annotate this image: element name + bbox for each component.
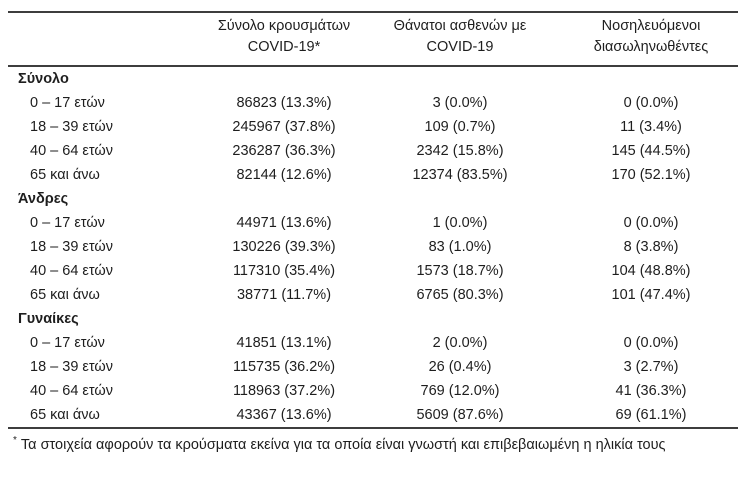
group-header-row: Άνδρες (0, 187, 746, 211)
table-row: 40 – 64 ετών 236287 (36.3%) 2342 (15.8%) 14… (0, 139, 746, 163)
cases-value: 130226 (39.3%) (232, 239, 336, 255)
column-header-intubated-line1: Νοσηλευόμενοι (601, 18, 701, 34)
age-range-label: 18 – 39 ετών (30, 359, 113, 375)
table-row: 40 – 64 ετών 118963 (37.2%) 769 (12.0%) 41 … (0, 379, 746, 403)
age-range-label: 65 και άνω (30, 407, 100, 423)
footnote-text: Τα στοιχεία αφορούν τα κρούσματα εκείνα … (20, 437, 666, 453)
age-range-label: 0 – 17 ετών (30, 95, 105, 111)
age-range-label: 18 – 39 ετών (30, 239, 113, 255)
age-range-label: 40 – 64 ετών (30, 143, 113, 159)
table-row: 18 – 39 ετών 130226 (39.3%) 83 (1.0%) 8 (3.… (0, 235, 746, 259)
column-header-cases: Σύνολο κρουσμάτων COVID-19* (218, 16, 350, 58)
table-row: 0 – 17 ετών 41851 (13.1%) 2 (0.0%) 0 (0.0%) (0, 331, 746, 355)
column-header-deaths-line1: Θάνατοι ασθενών με (393, 18, 527, 34)
intubated-value: 101 (47.4%) (611, 287, 691, 303)
cases-value: 86823 (13.3%) (236, 95, 332, 111)
cases-value: 38771 (11.7%) (236, 287, 332, 303)
column-header-deaths-line2: COVID-19 (426, 39, 494, 55)
intubated-value: 8 (3.8%) (623, 239, 679, 255)
table-row: 0 – 17 ετών 86823 (13.3%) 3 (0.0%) 0 (0.0%) (0, 91, 746, 115)
intubated-value: 170 (52.1%) (611, 167, 691, 183)
cases-value: 236287 (36.3%) (232, 143, 336, 159)
intubated-value: 41 (36.3%) (615, 383, 687, 399)
table-bottom-rule (8, 427, 738, 429)
table-row: 65 και άνω 82144 (12.6%) 12374 (83.5%) 170 … (0, 163, 746, 187)
deaths-value: 769 (12.0%) (420, 383, 500, 399)
group-label: Σύνολο (18, 71, 69, 87)
intubated-value: 104 (48.8%) (611, 263, 691, 279)
cases-value: 43367 (13.6%) (236, 407, 332, 423)
cases-value: 44971 (13.6%) (236, 215, 332, 231)
column-header-cases-line1: Σύνολο κρουσμάτων (217, 18, 351, 34)
age-range-label: 0 – 17 ετών (30, 215, 105, 231)
age-range-label: 40 – 64 ετών (30, 383, 113, 399)
footnote-asterisk: * (13, 435, 17, 446)
table-row: 40 – 64 ετών 117310 (35.4%) 1573 (18.7%) 10… (0, 259, 746, 283)
cases-value: 118963 (37.2%) (232, 383, 336, 399)
intubated-value: 0 (0.0%) (623, 335, 679, 351)
table-row: 0 – 17 ετών 44971 (13.6%) 1 (0.0%) 0 (0.0%) (0, 211, 746, 235)
column-header-intubated-line2: διασωληνωθέντες (593, 39, 709, 55)
cases-value: 117310 (35.4%) (232, 263, 336, 279)
table-top-rule (8, 11, 738, 13)
deaths-value: 3 (0.0%) (432, 95, 488, 111)
intubated-value: 3 (2.7%) (623, 359, 679, 375)
group-label: Γυναίκες (18, 311, 79, 327)
table-row: 65 και άνω 43367 (13.6%) 5609 (87.6%) 69 (6… (0, 403, 746, 427)
age-range-label: 0 – 17 ετών (30, 335, 105, 351)
group-label: Άνδρες (18, 191, 69, 207)
deaths-value: 26 (0.4%) (428, 359, 492, 375)
table-row: 18 – 39 ετών 245967 (37.8%) 109 (0.7%) 11 (… (0, 115, 746, 139)
deaths-value: 12374 (83.5%) (412, 167, 508, 183)
deaths-value: 1 (0.0%) (432, 215, 488, 231)
intubated-value: 69 (61.1%) (615, 407, 687, 423)
deaths-value: 6765 (80.3%) (416, 287, 504, 303)
cases-value: 41851 (13.1%) (236, 335, 332, 351)
table-row: 18 – 39 ετών 115735 (36.2%) 26 (0.4%) 3 (2.… (0, 355, 746, 379)
intubated-value: 145 (44.5%) (611, 143, 691, 159)
intubated-value: 11 (3.4%) (620, 119, 682, 135)
deaths-value: 83 (1.0%) (428, 239, 492, 255)
deaths-value: 5609 (87.6%) (416, 407, 504, 423)
cases-value: 115735 (36.2%) (232, 359, 336, 375)
cases-value: 245967 (37.8%) (232, 119, 336, 135)
deaths-value: 1573 (18.7%) (416, 263, 504, 279)
column-header-cases-line2: COVID-19* (247, 39, 321, 55)
age-range-label: 40 – 64 ετών (30, 263, 113, 279)
group-header-row: Σύνολο (0, 67, 746, 91)
table-header-rule (8, 65, 738, 67)
deaths-value: 2 (0.0%) (432, 335, 488, 351)
intubated-value: 0 (0.0%) (623, 95, 679, 111)
deaths-value: 109 (0.7%) (424, 119, 496, 135)
age-range-label: 65 και άνω (30, 287, 100, 303)
age-range-label: 65 και άνω (30, 167, 100, 183)
table-body: Σύνολο 0 – 17 ετών 86823 (13.3%) 3 (0.0%) 0 … (0, 67, 746, 427)
table-footnote: * Τα στοιχεία αφορούν τα κρούσματα εκείνα… (13, 431, 666, 455)
age-range-label: 18 – 39 ετών (30, 119, 113, 135)
group-header-row: Γυναίκες (0, 307, 746, 331)
deaths-value: 2342 (15.8%) (416, 143, 504, 159)
table-row: 65 και άνω 38771 (11.7%) 6765 (80.3%) 101 (… (0, 283, 746, 307)
column-header-deaths: Θάνατοι ασθενών με COVID-19 (394, 16, 527, 58)
intubated-value: 0 (0.0%) (623, 215, 679, 231)
column-header-intubated: Νοσηλευόμενοι διασωληνωθέντες (594, 16, 709, 58)
cases-value: 82144 (12.6%) (236, 167, 332, 183)
